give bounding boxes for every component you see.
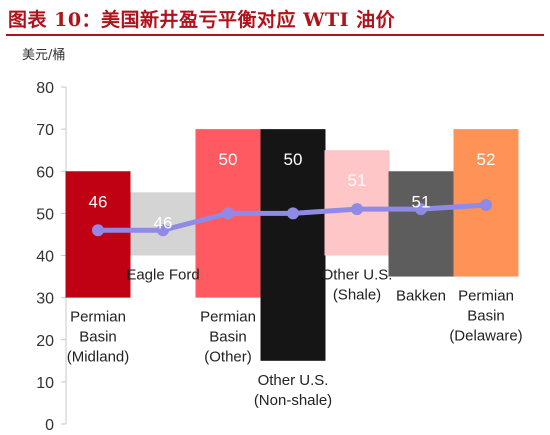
- category-label: Permian Basin (Midland): [67, 309, 130, 366]
- range-bars: [65, 129, 519, 361]
- category-label: Eagle Ford: [126, 267, 199, 284]
- y-tick-label: 30: [36, 291, 54, 308]
- breakeven-point: [415, 203, 427, 216]
- category-labels: Permian Basin (Midland) Eagle Ford Permian Ba…: [67, 267, 523, 409]
- y-tick-label: 70: [36, 122, 54, 139]
- breakeven-point: [92, 224, 104, 237]
- header: 图表 10：美国新井盈亏平衡对应 WTI 油价: [0, 0, 550, 40]
- y-tick-label: 20: [36, 333, 54, 350]
- y-tick-label: 60: [36, 164, 54, 181]
- category-label: Other U.S. (Shale): [322, 267, 393, 304]
- title-divider: [6, 34, 544, 36]
- value-label: 51: [348, 171, 367, 190]
- category-label: Other U.S. (Non-shale): [254, 372, 332, 409]
- y-tick-label: 0: [45, 417, 54, 434]
- breakeven-point: [222, 207, 234, 220]
- breakeven-point: [480, 198, 492, 211]
- category-label: Permian Basin (Other): [200, 309, 256, 366]
- chart-title: 图表 10：美国新井盈亏平衡对应 WTI 油价: [8, 9, 396, 31]
- y-tick-label: 40: [36, 249, 54, 266]
- value-label: 50: [284, 150, 303, 169]
- breakeven-point: [287, 207, 299, 220]
- value-label: 51: [412, 192, 431, 211]
- breakeven-line: [92, 198, 492, 237]
- category-label: Permian Basin (Delaware): [449, 288, 522, 345]
- category-label: Bakken: [396, 288, 446, 305]
- value-label: 50: [219, 150, 238, 169]
- value-label: 46: [154, 213, 173, 232]
- breakeven-point: [157, 224, 169, 237]
- breakeven-point: [351, 203, 363, 216]
- y-tick-label: 10: [36, 375, 54, 392]
- y-axis: 0 10 20 30 40 50 60 70 80: [36, 80, 67, 434]
- y-tick-label: 50: [36, 206, 54, 223]
- y-axis-unit-label: 美元/桶: [22, 48, 66, 63]
- value-labels: 46 46 50 50 51 51 52: [89, 150, 496, 232]
- range-bar: [324, 150, 390, 256]
- value-label: 46: [89, 192, 108, 211]
- value-label: 52: [477, 150, 496, 169]
- range-bar: [260, 129, 326, 361]
- range-bar: [388, 171, 454, 277]
- y-tick-label: 80: [36, 80, 54, 97]
